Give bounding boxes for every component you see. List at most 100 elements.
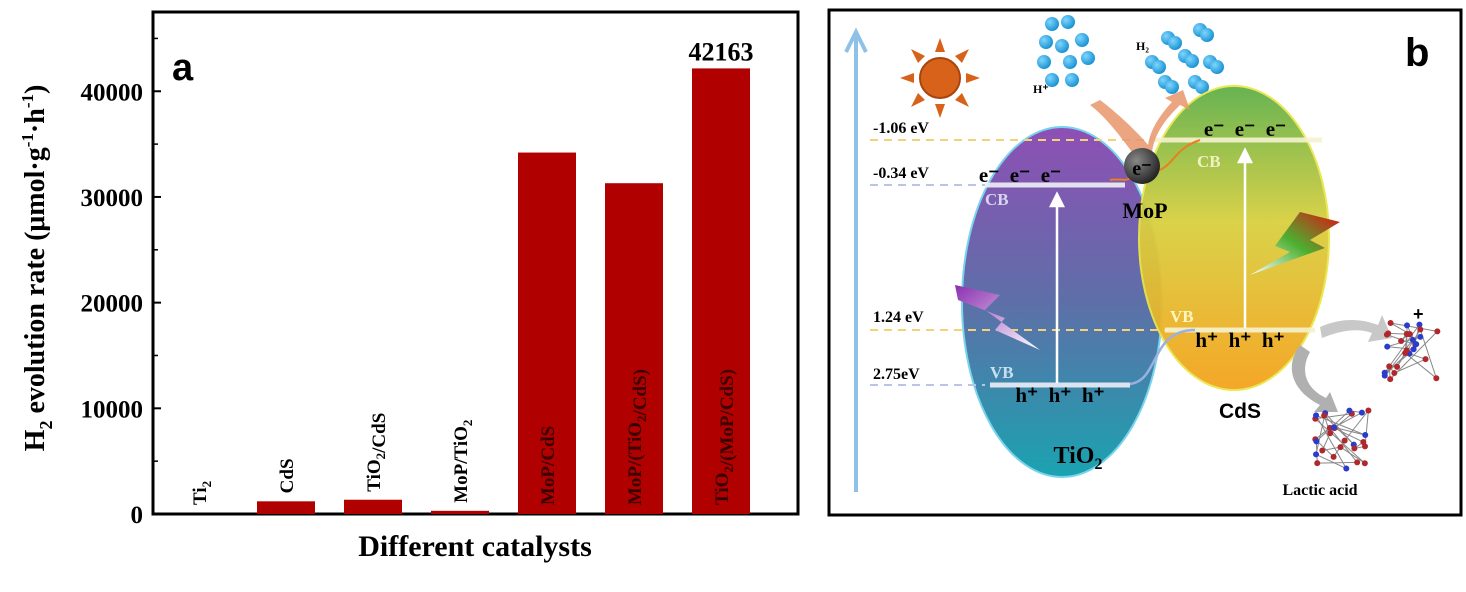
atom xyxy=(1416,321,1423,328)
atom xyxy=(1386,363,1393,370)
energy-axis-arrow-icon xyxy=(844,27,868,492)
cds-band xyxy=(1138,85,1330,391)
atom xyxy=(1422,356,1429,363)
atom xyxy=(1327,430,1334,437)
atom xyxy=(1402,350,1409,357)
bond xyxy=(1315,412,1326,455)
oxidation-arrow-icon xyxy=(1320,315,1392,342)
excitation-arrows xyxy=(1048,147,1254,383)
lightning-icon-tio2 xyxy=(955,285,1040,350)
atom xyxy=(1387,320,1394,327)
bar-1 xyxy=(257,501,315,514)
proton-dot xyxy=(1075,33,1089,47)
atom xyxy=(1385,330,1392,337)
panel-label-b: b xyxy=(1405,31,1429,75)
atom xyxy=(1330,453,1337,460)
atom xyxy=(1354,459,1361,466)
mop-electron: e⁻ xyxy=(1132,158,1151,180)
hydrogen-molecule-dots xyxy=(1145,23,1224,94)
atom xyxy=(1413,341,1420,348)
atom xyxy=(1384,343,1391,350)
level-label-4: 2.75eV xyxy=(873,366,920,383)
y-tick-label: 40000 xyxy=(81,79,144,106)
atom xyxy=(1346,407,1353,414)
level-label-2: -0.34 eV xyxy=(873,165,929,182)
lactic-acid-molecule-icon xyxy=(1312,407,1372,472)
atom xyxy=(1433,375,1440,382)
sun-icon xyxy=(900,38,980,118)
atom xyxy=(1351,445,1358,452)
bond xyxy=(1329,427,1358,463)
atom xyxy=(1319,447,1326,454)
tio2-label: TiO2 xyxy=(1054,443,1103,473)
cds-label: CdS xyxy=(1219,400,1261,423)
h-atom xyxy=(1165,80,1179,94)
h-atom xyxy=(1200,28,1214,42)
atom xyxy=(1391,370,1398,377)
atom xyxy=(1398,338,1405,345)
proton-dot xyxy=(1081,51,1095,65)
bond xyxy=(1333,426,1366,436)
oxidized-mark: + xyxy=(1413,304,1424,324)
bond xyxy=(1340,446,1366,464)
atom xyxy=(1321,412,1328,419)
h-atom xyxy=(1168,36,1182,50)
bond xyxy=(1390,322,1438,332)
atom xyxy=(1313,412,1320,419)
atom xyxy=(1409,336,1416,343)
lightning-icon-cds xyxy=(1250,212,1340,275)
atom xyxy=(1381,372,1388,379)
proton-dot xyxy=(1063,55,1077,69)
atom xyxy=(1362,443,1369,450)
bond xyxy=(1323,415,1355,445)
category-label-3: MoP/TiO2 xyxy=(451,420,475,503)
atom xyxy=(1405,331,1412,338)
bond xyxy=(1315,453,1347,469)
proton-dots xyxy=(1037,15,1095,87)
h2-label: H₂ xyxy=(1136,39,1149,53)
h-atom xyxy=(1210,60,1224,74)
h-atom xyxy=(1195,80,1209,94)
oxidized-molecule-icon xyxy=(1381,320,1441,383)
mop-label: MoP xyxy=(1122,198,1167,223)
atom xyxy=(1314,460,1321,467)
y-tick-label: 0 xyxy=(131,502,144,529)
tio2-cb-label: CB xyxy=(985,190,1009,209)
atom xyxy=(1361,460,1368,467)
atom xyxy=(1434,328,1441,335)
bond xyxy=(1333,412,1363,428)
hole-transfer-path xyxy=(1129,328,1196,386)
bond xyxy=(1344,410,1369,441)
y-axis-label: H2 evolution rate (μmol·g-1·h-1) xyxy=(18,85,56,452)
y-tick-label: 20000 xyxy=(81,291,144,318)
category-label-6: TiO2/(MoP/CdS) xyxy=(712,369,738,505)
h-plus-label: H⁺ xyxy=(1033,82,1049,96)
category-label-1: CdS xyxy=(277,458,298,493)
category-label-0: Ti2 xyxy=(190,481,214,505)
panel-label-a: a xyxy=(172,47,194,89)
cds-vb-label: VB xyxy=(1170,307,1194,326)
bar-3 xyxy=(431,510,489,514)
proton-dot xyxy=(1045,73,1059,87)
bar-2 xyxy=(344,499,402,514)
bond xyxy=(1321,433,1331,451)
atom xyxy=(1404,322,1411,329)
proton-dot xyxy=(1037,55,1051,69)
bond xyxy=(1404,352,1437,379)
y-tick-label: 30000 xyxy=(81,185,144,212)
cds-cb-label: CB xyxy=(1197,152,1221,171)
lactic-acid-label: Lactic acid xyxy=(1282,482,1357,499)
bar-5 xyxy=(605,183,663,514)
level-label-1: -1.06 eV xyxy=(873,120,929,137)
atom xyxy=(1365,407,1372,414)
atom xyxy=(1313,438,1320,445)
atom xyxy=(1417,326,1424,333)
proton-dot xyxy=(1039,35,1053,49)
bond xyxy=(1317,461,1358,464)
atom xyxy=(1410,346,1417,353)
atom xyxy=(1341,437,1348,444)
electron-flow-arrow-icon xyxy=(1090,90,1190,160)
atom xyxy=(1313,451,1320,458)
tio2-vb-label: VB xyxy=(990,363,1014,382)
